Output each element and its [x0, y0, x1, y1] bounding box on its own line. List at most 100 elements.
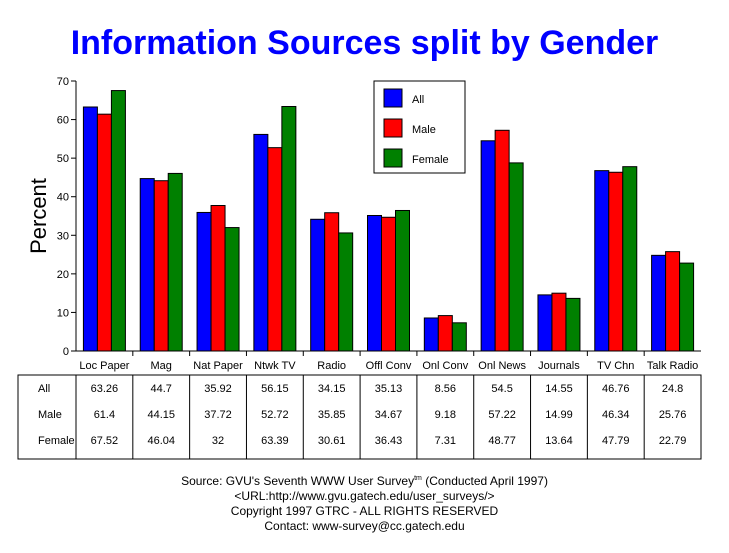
bar-all: [480, 140, 496, 352]
bar-female: [224, 227, 240, 352]
y-tick-label: 10: [57, 307, 69, 319]
chart-title: Information Sources split by Gender: [70, 24, 659, 62]
bar-male: [324, 212, 340, 352]
bar-all: [82, 106, 98, 352]
data-table: [17, 374, 702, 460]
bar-all: [537, 294, 553, 352]
trademark: tm: [414, 475, 422, 482]
table-cell: 24.8: [662, 383, 683, 395]
survey-url: <URL:http://www.gvu.gatech.edu/user_surv…: [234, 489, 495, 503]
table-cell: 52.72: [261, 409, 289, 421]
bar-all: [423, 317, 439, 352]
table-cell: 13.64: [545, 435, 573, 447]
table-cell: 8.56: [435, 383, 456, 395]
table-cell: 35.13: [375, 383, 403, 395]
x-tick-label: TV Chn: [597, 360, 634, 372]
legend-label: Female: [412, 154, 449, 166]
table-cell: 44.15: [147, 409, 175, 421]
y-tick-label: 30: [57, 230, 69, 242]
y-tick-label: 0: [63, 346, 69, 358]
table-cell: 67.52: [91, 435, 119, 447]
table-row-label: All: [38, 383, 50, 395]
table-cell: 30.61: [318, 435, 346, 447]
table-cell: 54.5: [491, 383, 512, 395]
y-tick-label: 70: [57, 76, 69, 88]
table-cell: 14.99: [545, 409, 573, 421]
table-cell: 46.34: [602, 409, 630, 421]
bar-female: [167, 172, 183, 352]
copyright: Copyright 1997 GTRC - ALL RIGHTS RESERVE…: [230, 504, 499, 518]
bar-all: [253, 133, 269, 352]
table-cell: 37.72: [204, 409, 232, 421]
table-cell: 36.43: [375, 435, 403, 447]
bar-male: [267, 147, 283, 352]
bar-female: [338, 232, 354, 352]
x-tick-label: Ntwk TV: [254, 360, 296, 372]
table-cell: 34.67: [375, 409, 403, 421]
bar-all: [139, 178, 155, 352]
x-tick-label: Loc Paper: [79, 360, 129, 372]
bar-female: [395, 209, 410, 352]
table-cell: 35.92: [204, 383, 232, 395]
table-cell: 48.77: [488, 435, 516, 447]
y-tick-label: 50: [57, 153, 69, 165]
bar-male: [551, 292, 567, 352]
table-row-label: Male: [38, 409, 62, 421]
y-tick-label: 20: [57, 269, 69, 281]
x-tick-label: Nat Paper: [193, 360, 243, 372]
table-row-label: Female: [38, 435, 75, 447]
table-cell: 9.18: [435, 409, 456, 421]
bar-male: [494, 129, 510, 352]
x-tick-label: Talk Radio: [647, 360, 698, 372]
x-tick-label: Offl Conv: [366, 360, 412, 372]
bar-male: [96, 113, 112, 352]
table-cell: 46.04: [147, 435, 175, 447]
x-tick-label: Radio: [317, 360, 346, 372]
x-tick-label: Journals: [538, 360, 580, 372]
bar-male: [210, 205, 226, 352]
legend-swatch: [383, 118, 403, 138]
table-cell: 35.85: [318, 409, 346, 421]
table-cell: 56.15: [261, 383, 289, 395]
legend-swatch: [383, 88, 403, 108]
bar-all: [310, 218, 326, 352]
x-tick-label: Onl Conv: [422, 360, 468, 372]
source-prefix: Source: GVU's Seventh WWW User Survey: [181, 474, 415, 488]
table-cell: 44.7: [151, 383, 172, 395]
bar-male: [437, 315, 453, 352]
table-cell: 47.79: [602, 435, 630, 447]
legend-label: Male: [412, 124, 436, 136]
table-cell: 61.4: [94, 409, 115, 421]
source-suffix: (Conducted April 1997): [421, 474, 548, 488]
bar-female: [451, 322, 467, 352]
bar-all: [367, 214, 382, 352]
source-line: Source: GVU's Seventh WWW User Surveytm …: [0, 474, 729, 488]
bar-female: [281, 105, 297, 352]
table-cell: 25.76: [659, 409, 687, 421]
legend-label: All: [412, 94, 424, 106]
x-tick-label: Mag: [151, 360, 172, 372]
table-cell: 63.39: [261, 435, 289, 447]
bar-all: [196, 211, 212, 352]
bar-male: [665, 251, 681, 352]
table-cell: 57.22: [488, 409, 516, 421]
table-cell: 7.31: [435, 435, 456, 447]
y-axis-title: Percent: [26, 178, 51, 254]
table-cell: 46.76: [602, 383, 630, 395]
table-cell: 34.15: [318, 383, 346, 395]
y-tick-label: 40: [57, 192, 69, 204]
table-cell: 63.26: [91, 383, 119, 395]
bar-male: [153, 180, 169, 352]
bar-male: [381, 216, 396, 352]
table-cell: 22.79: [659, 435, 687, 447]
bar-male: [608, 171, 624, 352]
legend-swatch: [383, 148, 403, 168]
bar-female: [622, 166, 638, 352]
bar-all: [594, 170, 610, 352]
bar-female: [110, 90, 126, 352]
bar-female: [508, 162, 524, 352]
bar-all: [651, 254, 667, 352]
bar-female: [565, 297, 581, 352]
contact: Contact: www-survey@cc.gatech.edu: [264, 519, 465, 533]
